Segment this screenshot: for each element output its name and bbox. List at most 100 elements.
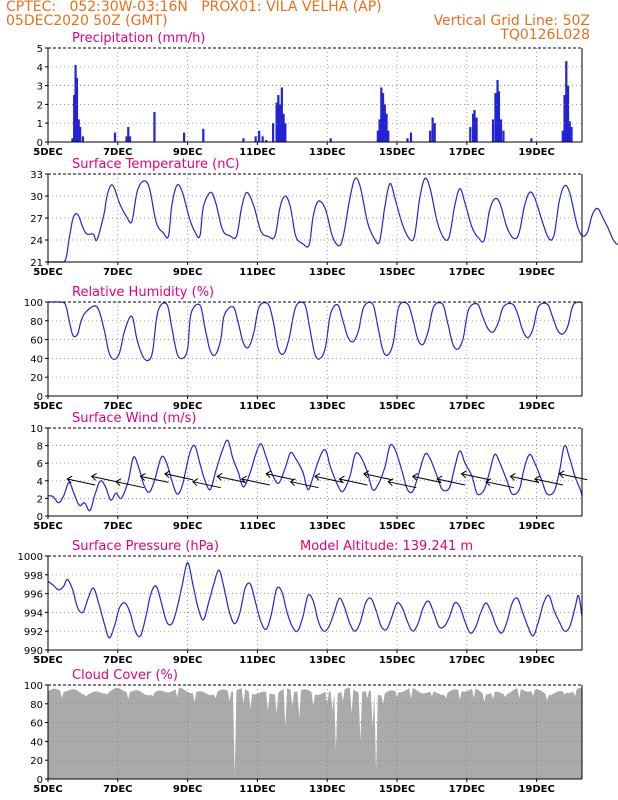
y-tick-label: 0 xyxy=(37,138,43,149)
x-tick-label: 9DEC xyxy=(173,267,202,278)
series-line xyxy=(48,439,583,512)
y-tick-label: 100 xyxy=(24,681,43,692)
series-line xyxy=(47,561,583,639)
x-tick-label: 13DEC xyxy=(309,784,345,795)
wind-barb-shaft xyxy=(534,478,563,486)
y-tick-label: 0 xyxy=(37,512,43,523)
x-tick-label: 13DEC xyxy=(309,401,345,412)
panel-annotation: Model Altitude: 139.241 m xyxy=(300,539,473,554)
y-tick-label: 80 xyxy=(30,700,43,711)
y-tick-label: 992 xyxy=(24,627,43,638)
y-tick-label: 20 xyxy=(30,373,43,384)
precip-bar xyxy=(378,119,381,142)
header-date: 05DEC2020 50Z (GMT) xyxy=(6,13,168,29)
x-tick-label: 19DEC xyxy=(518,401,554,412)
wind-barb-head xyxy=(66,475,73,484)
y-tick-label: 60 xyxy=(30,336,43,347)
x-tick-label: 5DEC xyxy=(33,147,62,158)
precip-bar xyxy=(125,136,128,142)
wind-barb-shaft xyxy=(314,475,344,483)
panel-2: Surface Temperature (nC) 21 24 27 30 33 5DEC 7D… xyxy=(30,157,618,278)
precip-bar xyxy=(183,132,186,142)
y-tick-label: 3 xyxy=(37,82,43,93)
precip-bar xyxy=(494,93,497,142)
x-tick-label: 19DEC xyxy=(518,267,554,278)
wind-barb-head xyxy=(216,472,223,481)
precip-bar xyxy=(406,138,409,142)
precip-bar xyxy=(385,113,388,142)
precip-bar xyxy=(77,119,80,142)
wind-barb-head xyxy=(534,475,541,484)
panel-title: Precipitation (mm/h) xyxy=(72,31,205,46)
precip-bar xyxy=(329,138,332,142)
wind-barb-shaft xyxy=(437,478,466,486)
x-tick-label: 5DEC xyxy=(33,521,62,532)
precip-bar xyxy=(153,111,156,142)
x-tick-label: 5DEC xyxy=(33,401,62,412)
precip-bar xyxy=(433,123,436,142)
y-tick-label: 1000 xyxy=(18,552,43,563)
y-tick-label: 998 xyxy=(24,571,43,582)
wind-barb-shaft xyxy=(485,481,515,489)
panel-5: Surface Pressure (hPa) Model Altitude: 13… xyxy=(18,539,583,666)
y-tick-label: 994 xyxy=(24,608,43,619)
x-tick-label: 19DEC xyxy=(518,784,554,795)
wind-barb-head xyxy=(265,470,272,479)
precip-bar xyxy=(128,136,132,142)
precip-bar xyxy=(387,130,390,142)
precip-bar xyxy=(429,130,432,142)
x-tick-label: 7DEC xyxy=(103,655,132,666)
precip-bar xyxy=(499,119,503,142)
wind-barb-shaft xyxy=(510,475,539,483)
wind-barb-head xyxy=(460,470,467,479)
x-tick-label: 17DEC xyxy=(449,784,485,795)
precip-bar xyxy=(71,138,74,142)
y-tick-label: 24 xyxy=(30,236,43,247)
precip-bar xyxy=(79,126,82,142)
wind-barb-shaft xyxy=(67,478,96,486)
wind-barb-shaft xyxy=(290,481,319,489)
x-tick-label: 15DEC xyxy=(379,147,415,158)
precip-bar xyxy=(280,87,283,142)
wind-barb-head xyxy=(314,472,321,481)
panel-title: Surface Temperature (nC) xyxy=(72,157,240,172)
precip-bar xyxy=(277,95,280,142)
precip-bar xyxy=(431,117,434,142)
x-tick-label: 17DEC xyxy=(449,267,485,278)
wind-barb-shaft xyxy=(339,478,368,486)
x-tick-label: 19DEC xyxy=(518,655,554,666)
x-tick-label: 13DEC xyxy=(309,267,345,278)
wind-barb-shaft xyxy=(241,478,270,486)
precip-bar xyxy=(261,136,264,142)
wind-barb-shaft xyxy=(266,473,295,481)
x-tick-label: 17DEC xyxy=(449,401,485,412)
wind-barb-shaft xyxy=(140,475,169,483)
precip-bar xyxy=(473,110,476,142)
wind-barb-head xyxy=(240,475,247,484)
precip-bar xyxy=(469,126,472,142)
wind-barb-shaft xyxy=(192,481,221,489)
x-tick-label: 17DEC xyxy=(449,655,485,666)
wind-barb-shaft xyxy=(388,481,417,489)
precip-bar xyxy=(73,95,76,142)
precip-bar xyxy=(565,61,568,142)
y-tick-label: 60 xyxy=(30,719,43,730)
y-tick-label: 2 xyxy=(37,100,43,111)
precip-bar xyxy=(282,113,285,142)
panel-4: Surface Wind (m/s) 0 2 4 6 8 10 5DEC 7DEC 9DEC 11D… xyxy=(30,411,588,532)
precip-bar xyxy=(568,121,571,142)
y-tick-label: 5 xyxy=(37,44,43,55)
precip-bar xyxy=(502,130,505,142)
wind-barb-head xyxy=(338,475,345,484)
wind-barb-shaft xyxy=(412,475,441,483)
series-line xyxy=(48,177,618,263)
x-tick-label: 13DEC xyxy=(309,655,345,666)
wind-barb-head xyxy=(436,475,443,484)
x-tick-label: 11DEC xyxy=(239,655,275,666)
header-station: CPTEC: 052:30W-03:16N PROX01: VILA VELHA… xyxy=(6,0,382,15)
precip-bar xyxy=(472,113,475,142)
panel-title: Surface Pressure (hPa) xyxy=(72,539,219,554)
y-tick-label: 20 xyxy=(30,756,43,767)
x-tick-label: 19DEC xyxy=(518,147,554,158)
